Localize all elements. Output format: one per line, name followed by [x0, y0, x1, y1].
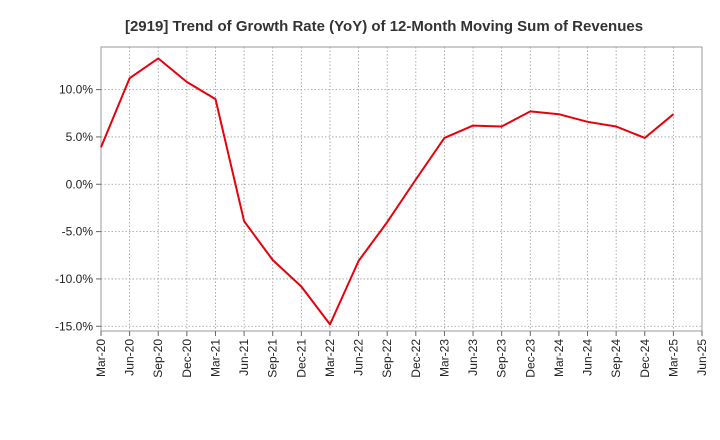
x-tick-label: Jun-23 — [466, 339, 480, 376]
x-tick-label: Sep-24 — [609, 339, 623, 378]
x-tick-label: Mar-21 — [208, 339, 222, 377]
y-axis: 10.0% 5.0% 0.0% -5.0% -10.0% -15.0% — [55, 83, 101, 333]
x-axis: Mar-20 Jun-20 Sep-20 Dec-20 Mar-21 Jun-21 Sep-… — [94, 331, 709, 378]
plot-area — [100, 46, 703, 332]
x-tick-label: Dec-21 — [294, 339, 308, 378]
x-tick-label: Sep-23 — [495, 339, 509, 378]
x-tick-label: Dec-24 — [638, 339, 652, 378]
y-tick-label: -15.0% — [55, 319, 93, 333]
y-tick-label: -5.0% — [62, 225, 94, 239]
x-tick-label: Jun-25 — [695, 339, 709, 376]
x-tick-label: Mar-24 — [552, 339, 566, 377]
x-tick-label: Sep-21 — [266, 339, 280, 378]
x-tick-label: Mar-25 — [666, 339, 680, 377]
x-tick-label: Dec-20 — [180, 339, 194, 378]
x-tick-label: Dec-23 — [523, 339, 537, 378]
x-tick-label: Jun-21 — [237, 339, 251, 376]
x-tick-label: Jun-24 — [581, 339, 595, 376]
x-tick-label: Mar-22 — [323, 339, 337, 377]
x-tick-label: Sep-22 — [380, 339, 394, 378]
y-tick-label: 5.0% — [66, 130, 94, 144]
x-tick-label: Jun-22 — [352, 339, 366, 376]
y-tick-label: 10.0% — [59, 83, 93, 97]
y-tick-label: -10.0% — [55, 272, 93, 286]
x-tick-label: Sep-20 — [151, 339, 165, 378]
x-tick-label: Dec-22 — [409, 339, 423, 378]
series-line — [100, 57, 675, 326]
series-layer — [100, 57, 675, 326]
y-tick-label: 0.0% — [66, 177, 94, 191]
grid-lines — [101, 47, 702, 331]
x-tick-label: Mar-20 — [94, 339, 108, 377]
x-tick-label: Jun-20 — [123, 339, 137, 376]
x-tick-label: Mar-23 — [437, 339, 451, 377]
chart-title: [2919] Trend of Growth Rate (YoY) of 12-… — [125, 18, 643, 35]
